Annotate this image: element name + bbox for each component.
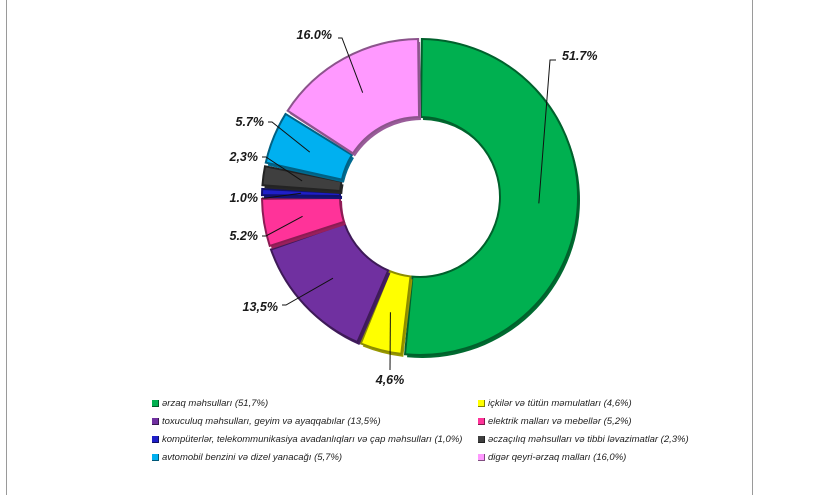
data-label-elektrik-mallar-v-mebell-r: 5.2% [230, 229, 259, 243]
legend-item-czac-l-q-m-hsullar-v-tibbi-l-vazimatlar: əczaçılıq məhsulları və tibbi ləvazimatl… [478, 434, 748, 445]
leader-line-avtomobil-benzini-v-dizel-yanacag [268, 121, 311, 153]
slice-toxuculuq-m-hsullar-geyim-v-ayaqqab-lar [269, 222, 390, 344]
frame-border-left [6, 0, 7, 495]
legend-label: ərzaq məhsulları (51,7%) [162, 398, 269, 409]
legend-item-toxuculuq-m-hsullar-geyim-v-ayaqqab-lar: toxuculuq məhsulları, geyim və ayaqqabıl… [152, 416, 478, 427]
legend-swatch [478, 418, 485, 425]
legend-swatch [152, 436, 159, 443]
leader-line-czac-l-q-m-hsullar-v-tibbi-l-vazimatlar [262, 156, 303, 182]
legend-label: əczaçılıq məhsulları və tibbi ləvazimatl… [488, 434, 689, 445]
slice-avtomobil-benzini-v-dizel-yanacag [264, 112, 354, 181]
chart-legend: ərzaq məhsulları (51,7%) içkilər və tütün… [152, 398, 752, 463]
legend-label: içkilər və tütün məmulatları (4,6%) [488, 398, 632, 409]
legend-label: kompüterlər, telekommunikasiya avadanlıq… [162, 434, 463, 445]
legend-swatch [478, 400, 485, 407]
data-label-rzaq-m-hsullar: 51.7% [562, 49, 597, 63]
data-label-dig-r-qeyri-rzaq-mallar: 16.0% [297, 28, 332, 42]
slice-dig-r-qeyri-rzaq-mallar [286, 37, 421, 155]
legend-swatch [478, 454, 485, 461]
data-label-czac-l-q-m-hsullar-v-tibbi-l-vazimatlar: 2,3% [229, 150, 259, 164]
legend-label: digər qeyri-ərzaq malları (16,0%) [488, 452, 627, 463]
data-label-toxuculuq-m-hsullar-geyim-v-ayaqqab-lar: 13,5% [243, 300, 278, 314]
legend-item-kompu-terl-r-telekommunikasiya-avadanl-qlar-v-c-ap-m-hsullar: kompüterlər, telekommunikasiya avadanlıq… [152, 434, 478, 445]
legend-item-rzaq-m-hsullar: ərzaq məhsulları (51,7%) [152, 398, 478, 409]
leader-line-dig-r-qeyri-rzaq-mallar [338, 37, 364, 93]
data-label-kompu-terl-r-telekommunikasiya-avadanl-qlar-v-c-ap-m-hsullar: 1.0% [230, 191, 259, 205]
legend-swatch [152, 454, 159, 461]
legend-swatch [152, 418, 159, 425]
legend-label: avtomobil benzini və dizel yanacağı (5,7… [162, 452, 343, 463]
slice-ic-kil-r-v-tu-tu-n-m-mulatlar [359, 269, 412, 355]
data-label-avtomobil-benzini-v-dizel-yanacag: 5.7% [236, 115, 265, 129]
legend-label: elektrik malları və mebellər (5,2%) [488, 416, 632, 427]
legend-item-elektrik-mallar-v-mebell-r: elektrik malları və mebellər (5,2%) [478, 416, 748, 427]
leader-line-kompu-terl-r-telekommunikasiya-avadanl-qlar-v-c-ap-m-hsullar [262, 192, 302, 199]
legend-swatch [478, 436, 485, 443]
leader-line-rzaq-m-hsullar [538, 59, 556, 204]
legend-swatch [152, 400, 159, 407]
legend-label: toxuculuq məhsulları, geyim və ayaqqabıl… [162, 416, 381, 427]
legend-item-dig-r-qeyri-rzaq-mallar: digər qeyri-ərzaq malları (16,0%) [478, 452, 748, 463]
data-label-ic-kil-r-v-tu-tu-n-m-mulatlar: 4,6% [375, 373, 405, 387]
leader-line-toxuculuq-m-hsullar-geyim-v-ayaqqab-lar [282, 277, 334, 306]
slice-rzaq-m-hsullar [403, 37, 579, 356]
legend-item-ic-kil-r-v-tu-tu-n-m-mulatlar: içkilər və tütün məmulatları (4,6%) [478, 398, 748, 409]
frame-border-right [752, 0, 753, 495]
legend-item-avtomobil-benzini-v-dizel-yanacag: avtomobil benzini və dizel yanacağı (5,7… [152, 452, 478, 463]
leader-line-elektrik-mallar-v-mebell-r [262, 215, 303, 237]
